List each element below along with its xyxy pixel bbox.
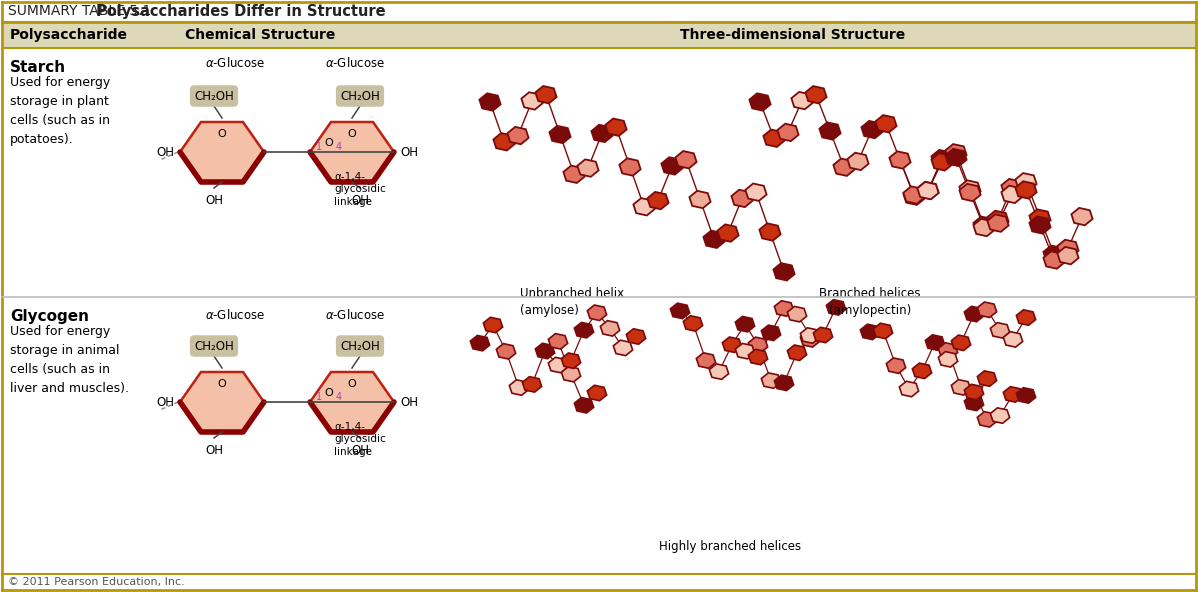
Polygon shape [745, 184, 767, 201]
Polygon shape [1016, 173, 1036, 191]
Polygon shape [496, 343, 515, 359]
Polygon shape [536, 86, 557, 104]
Text: 4: 4 [335, 142, 343, 152]
Polygon shape [587, 305, 606, 320]
Polygon shape [876, 115, 896, 133]
Polygon shape [774, 301, 793, 316]
Polygon shape [860, 324, 879, 340]
Polygon shape [813, 327, 833, 343]
Polygon shape [508, 127, 528, 144]
Polygon shape [889, 152, 910, 169]
Polygon shape [978, 302, 997, 317]
Polygon shape [951, 335, 970, 350]
Polygon shape [471, 336, 490, 351]
Text: 1: 1 [316, 142, 322, 152]
Polygon shape [1016, 388, 1035, 403]
Polygon shape [938, 352, 957, 367]
Text: OH: OH [351, 444, 369, 457]
Polygon shape [931, 153, 952, 170]
Polygon shape [760, 223, 781, 241]
Text: Used for energy
storage in plant
cells (such as in
potatoes).: Used for energy storage in plant cells (… [10, 76, 110, 146]
Polygon shape [964, 384, 984, 400]
Polygon shape [1058, 247, 1078, 264]
Polygon shape [587, 385, 606, 401]
Polygon shape [945, 144, 967, 162]
Text: $\alpha$-Glucose: $\alpha$-Glucose [325, 308, 385, 322]
Polygon shape [749, 349, 768, 365]
Polygon shape [762, 325, 781, 340]
Polygon shape [763, 130, 785, 147]
Polygon shape [900, 381, 919, 397]
Text: O: O [218, 129, 226, 139]
Polygon shape [627, 329, 646, 344]
Polygon shape [683, 316, 703, 331]
Polygon shape [774, 375, 793, 391]
Text: Branched helices
(amylopectin): Branched helices (amylopectin) [819, 287, 921, 317]
Polygon shape [861, 121, 883, 139]
Polygon shape [778, 124, 799, 141]
Polygon shape [563, 166, 585, 183]
Polygon shape [945, 149, 967, 166]
Polygon shape [1043, 252, 1065, 269]
Text: Highly branched helices: Highly branched helices [659, 540, 801, 553]
Polygon shape [987, 211, 1009, 228]
Polygon shape [549, 334, 568, 349]
Polygon shape [1043, 246, 1065, 263]
Polygon shape [494, 133, 515, 150]
Polygon shape [1016, 181, 1036, 199]
Polygon shape [819, 123, 841, 140]
Text: CH₂OH: CH₂OH [194, 89, 234, 102]
Polygon shape [978, 411, 997, 427]
Text: O: O [347, 129, 356, 139]
Polygon shape [918, 182, 938, 200]
Polygon shape [509, 380, 528, 395]
Polygon shape [931, 150, 952, 168]
Polygon shape [661, 157, 683, 175]
Text: Polysaccharide: Polysaccharide [10, 28, 128, 42]
Polygon shape [991, 323, 1010, 338]
Polygon shape [887, 358, 906, 374]
Polygon shape [951, 379, 970, 395]
Polygon shape [991, 408, 1010, 423]
Polygon shape [592, 125, 612, 142]
Polygon shape [787, 345, 806, 361]
Polygon shape [718, 224, 739, 242]
Polygon shape [800, 328, 819, 343]
Polygon shape [696, 353, 715, 368]
Text: CH₂OH: CH₂OH [340, 339, 380, 352]
Polygon shape [774, 263, 794, 281]
Polygon shape [1002, 186, 1023, 203]
Polygon shape [792, 92, 812, 110]
Polygon shape [736, 343, 755, 359]
Polygon shape [613, 340, 633, 356]
Text: O: O [325, 138, 333, 148]
Polygon shape [847, 153, 869, 170]
Polygon shape [1004, 387, 1023, 402]
Text: $\alpha$-Glucose: $\alpha$-Glucose [205, 308, 265, 322]
Text: OH: OH [205, 194, 223, 207]
Polygon shape [483, 317, 503, 333]
Text: © 2011 Pearson Education, Inc.: © 2011 Pearson Education, Inc. [8, 577, 184, 587]
Polygon shape [600, 321, 619, 336]
Text: α-1,4-
glycosidic
linkage: α-1,4- glycosidic linkage [334, 422, 386, 457]
Text: OH: OH [351, 194, 369, 207]
Polygon shape [689, 191, 710, 208]
Polygon shape [1002, 179, 1023, 197]
Text: CH₂OH: CH₂OH [340, 89, 380, 102]
Polygon shape [800, 332, 819, 347]
Polygon shape [577, 159, 599, 177]
Polygon shape [1029, 216, 1051, 234]
Polygon shape [1004, 332, 1023, 347]
Polygon shape [1071, 208, 1093, 226]
Text: CH₂OH: CH₂OH [194, 339, 234, 352]
Polygon shape [562, 353, 581, 368]
Text: Glycogen: Glycogen [10, 309, 89, 324]
Text: OH: OH [156, 146, 174, 159]
Text: OH: OH [205, 444, 223, 457]
Text: 4: 4 [335, 392, 343, 402]
Polygon shape [762, 373, 781, 388]
Text: α-1,4-
glycosidic
linkage: α-1,4- glycosidic linkage [334, 172, 386, 207]
Text: Starch: Starch [10, 60, 66, 75]
Polygon shape [964, 306, 984, 322]
